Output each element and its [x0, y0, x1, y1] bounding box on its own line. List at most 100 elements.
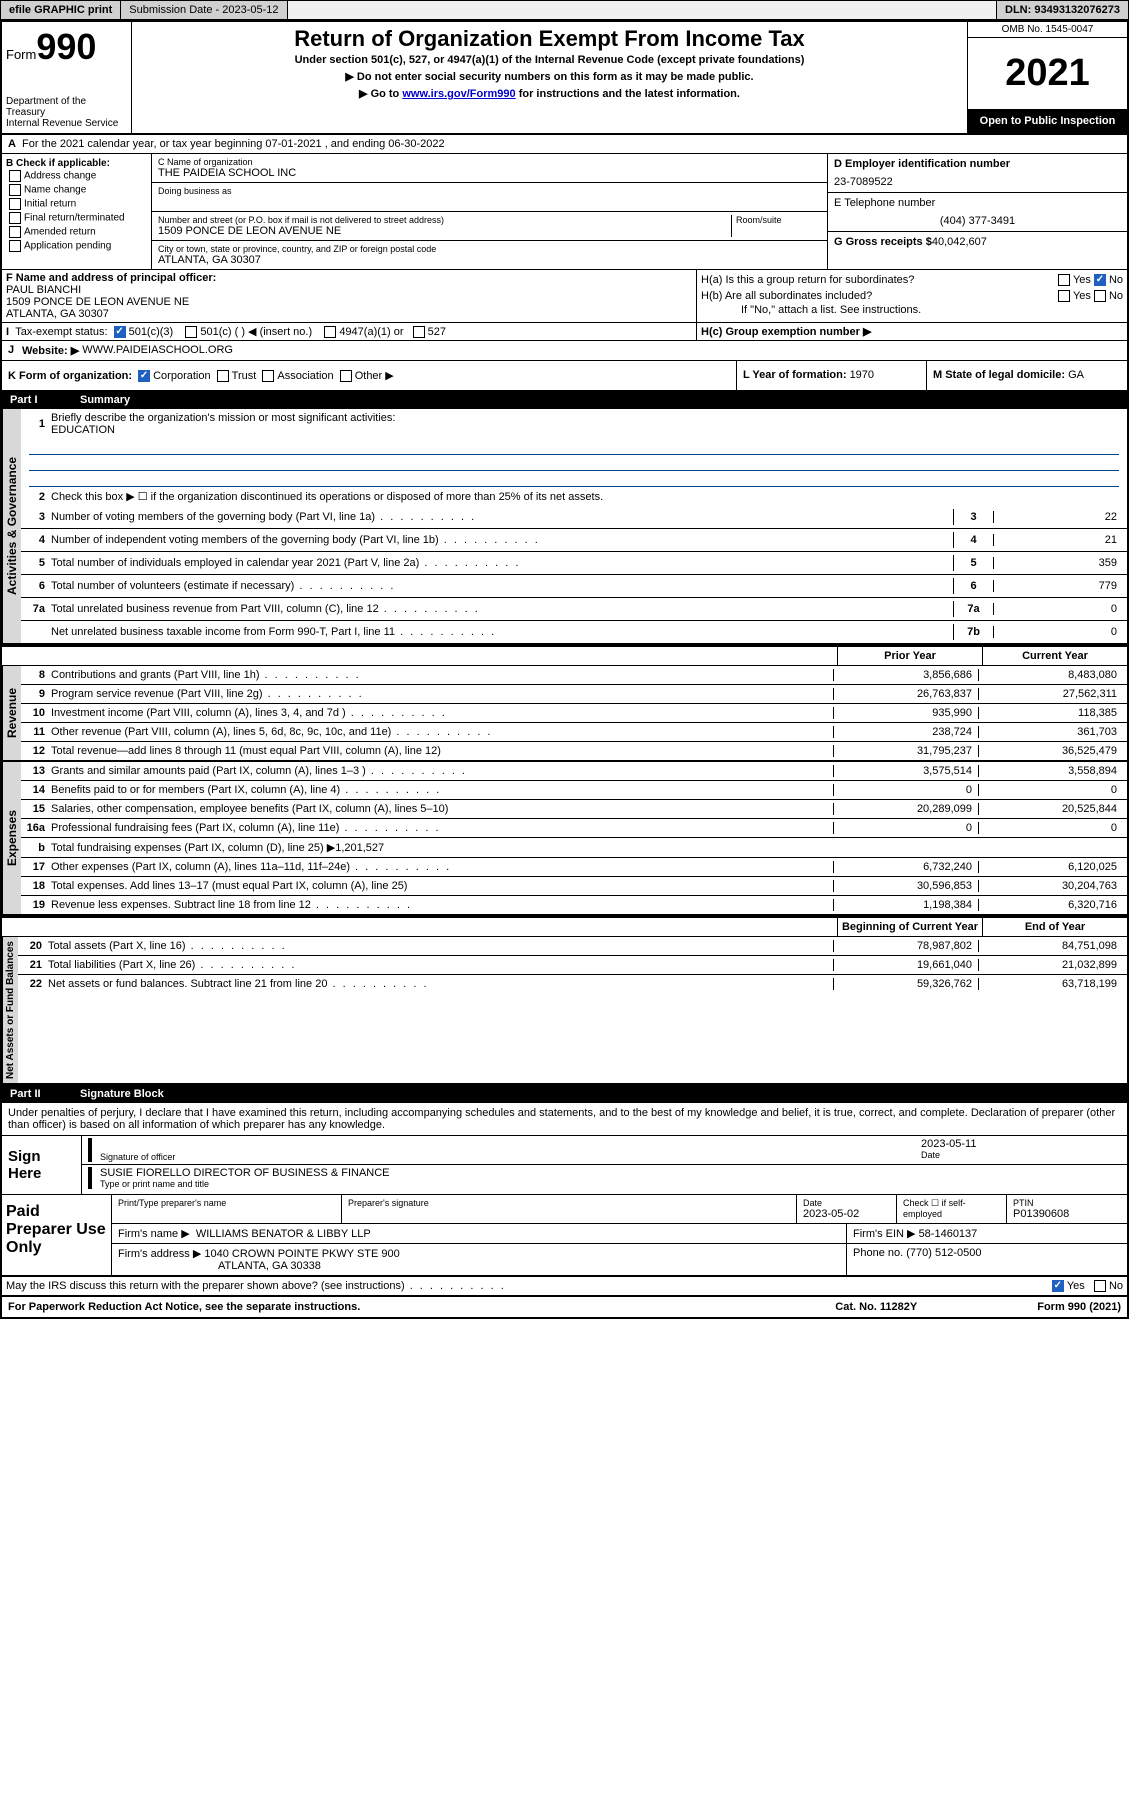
ein-box: D Employer identification number 23-7089… — [828, 154, 1127, 193]
p20: 78,987,802 — [833, 940, 978, 952]
p21: 19,661,040 — [833, 959, 978, 971]
l22: Net assets or fund balances. Subtract li… — [48, 978, 833, 990]
chk-501c3[interactable] — [114, 326, 126, 338]
chk-assoc[interactable] — [262, 370, 274, 382]
l17: Other expenses (Part IX, column (A), lin… — [51, 861, 833, 873]
end-year-hdr: End of Year — [982, 918, 1127, 936]
firm-addr2: ATLANTA, GA 30338 — [118, 1260, 321, 1272]
l18: Total expenses. Add lines 13–17 (must eq… — [51, 880, 833, 892]
v4: 21 — [993, 534, 1123, 546]
l13: Grants and similar amounts paid (Part IX… — [51, 765, 833, 777]
prior-year-hdr: Prior Year — [837, 647, 982, 665]
chk-initial[interactable]: Initial return — [6, 197, 147, 211]
tax-status-label: Tax-exempt status: — [15, 326, 107, 338]
efile-print-button[interactable]: efile GRAPHIC print — [1, 1, 121, 19]
form-frame: Form990 Department of the Treasury Inter… — [0, 20, 1129, 1319]
form-number-box: Form990 Department of the Treasury Inter… — [2, 22, 132, 133]
phone-label: Phone no. — [853, 1247, 903, 1259]
l4: Number of independent voting members of … — [51, 534, 953, 546]
year-box: OMB No. 1545-0047 2021 Open to Public In… — [967, 22, 1127, 133]
officer-addr1: 1509 PONCE DE LEON AVENUE NE — [6, 296, 189, 308]
part2-header: Part II Signature Block — [2, 1085, 1127, 1103]
officer-printed-name: SUSIE FIORELLO DIRECTOR OF BUSINESS & FI… — [100, 1167, 1121, 1179]
chk-pending[interactable]: Application pending — [6, 239, 147, 253]
v6: 779 — [993, 580, 1123, 592]
vert-governance: Activities & Governance — [2, 409, 21, 643]
l6: Total number of volunteers (estimate if … — [51, 580, 953, 592]
prep-date-hdr: Date — [803, 1198, 890, 1208]
line-l: L Year of formation: 1970 — [737, 361, 927, 390]
chk-corp[interactable] — [138, 370, 150, 382]
chk-501c[interactable] — [185, 326, 197, 338]
c8: 8,483,080 — [978, 669, 1123, 681]
l8: Contributions and grants (Part VIII, lin… — [51, 669, 833, 681]
v5: 359 — [993, 557, 1123, 569]
officer-name: PAUL BIANCHI — [6, 284, 81, 296]
c17: 6,120,025 — [978, 861, 1123, 873]
chk-other[interactable] — [340, 370, 352, 382]
p9: 26,763,837 — [833, 688, 978, 700]
chk-4947[interactable] — [324, 326, 336, 338]
chk-trust[interactable] — [217, 370, 229, 382]
firm-addr1: 1040 CROWN POINTE PKWY STE 900 — [204, 1248, 399, 1260]
officer-addr2: ATLANTA, GA 30307 — [6, 308, 109, 320]
p22: 59,326,762 — [833, 978, 978, 990]
website-value: WWW.PAIDEIASCHOOL.ORG — [82, 344, 233, 357]
chk-amended[interactable]: Amended return — [6, 225, 147, 239]
line-m: M State of legal domicile: GA — [927, 361, 1127, 390]
c22: 63,718,199 — [978, 978, 1123, 990]
website-label: Website: ▶ — [22, 344, 79, 357]
org-name: THE PAIDEIA SCHOOL INC — [158, 167, 821, 179]
firm-label: Firm's name ▶ — [118, 1228, 190, 1240]
p10: 935,990 — [833, 707, 978, 719]
l16a: Professional fundraising fees (Part IX, … — [51, 822, 833, 834]
room-label: Room/suite — [736, 215, 821, 225]
l19: Revenue less expenses. Subtract line 18 … — [51, 899, 833, 911]
hb-yes[interactable] — [1058, 290, 1070, 302]
prep-name-hdr: Print/Type preparer's name — [118, 1198, 335, 1208]
ptin-val: P01390608 — [1013, 1208, 1069, 1220]
firm-addr-label: Firm's address ▶ — [118, 1248, 201, 1260]
vert-netassets: Net Assets or Fund Balances — [2, 937, 18, 1083]
perjury-declaration: Under penalties of perjury, I declare th… — [2, 1103, 1127, 1136]
discuss-yes[interactable] — [1052, 1280, 1064, 1292]
c13: 3,558,894 — [978, 765, 1123, 777]
form-ref: Form 990 (2021) — [1037, 1301, 1121, 1313]
l7a: Total unrelated business revenue from Pa… — [51, 603, 953, 615]
irs-link[interactable]: www.irs.gov/Form990 — [402, 88, 515, 100]
l11: Other revenue (Part VIII, column (A), li… — [51, 726, 833, 738]
sig-officer-label: Signature of officer — [100, 1152, 921, 1162]
l14: Benefits paid to or for members (Part IX… — [51, 784, 833, 796]
v7a: 0 — [993, 603, 1123, 615]
p16a: 0 — [833, 822, 978, 834]
l1-value: EDUCATION — [51, 424, 115, 436]
chk-address[interactable]: Address change — [6, 169, 147, 183]
p19: 1,198,384 — [833, 899, 978, 911]
hc-box: H(c) Group exemption number ▶ — [697, 323, 1127, 340]
l20: Total assets (Part X, line 16) — [48, 940, 833, 952]
p17: 6,732,240 — [833, 861, 978, 873]
chk-name[interactable]: Name change — [6, 183, 147, 197]
ha-yes[interactable] — [1058, 274, 1070, 286]
l5: Total number of individuals employed in … — [51, 557, 953, 569]
chk-527[interactable] — [413, 326, 425, 338]
top-bar: efile GRAPHIC print Submission Date - 20… — [0, 0, 1129, 20]
printed-name-label: Type or print name and title — [100, 1179, 1121, 1189]
phone-box: E Telephone number (404) 377-3491 — [828, 193, 1127, 232]
ha-no[interactable] — [1094, 274, 1106, 286]
c10: 118,385 — [978, 707, 1123, 719]
box-f-label: F Name and address of principal officer: — [6, 272, 216, 284]
paid-preparer-label: Paid Preparer Use Only — [2, 1195, 112, 1275]
sign-here-label: Sign Here — [2, 1136, 82, 1194]
hb-no[interactable] — [1094, 290, 1106, 302]
city-label: City or town, state or province, country… — [158, 244, 821, 254]
l1-label: Briefly describe the organization's miss… — [51, 412, 395, 424]
cat-no: Cat. No. 11282Y — [835, 1301, 917, 1313]
dln: DLN: 93493132076273 — [996, 1, 1128, 19]
discuss-no[interactable] — [1094, 1280, 1106, 1292]
current-year-hdr: Current Year — [982, 647, 1127, 665]
org-name-label: C Name of organization — [158, 157, 821, 167]
chk-final[interactable]: Final return/terminated — [6, 211, 147, 225]
l16b: Total fundraising expenses (Part IX, col… — [51, 841, 833, 854]
l15: Salaries, other compensation, employee b… — [51, 803, 833, 815]
